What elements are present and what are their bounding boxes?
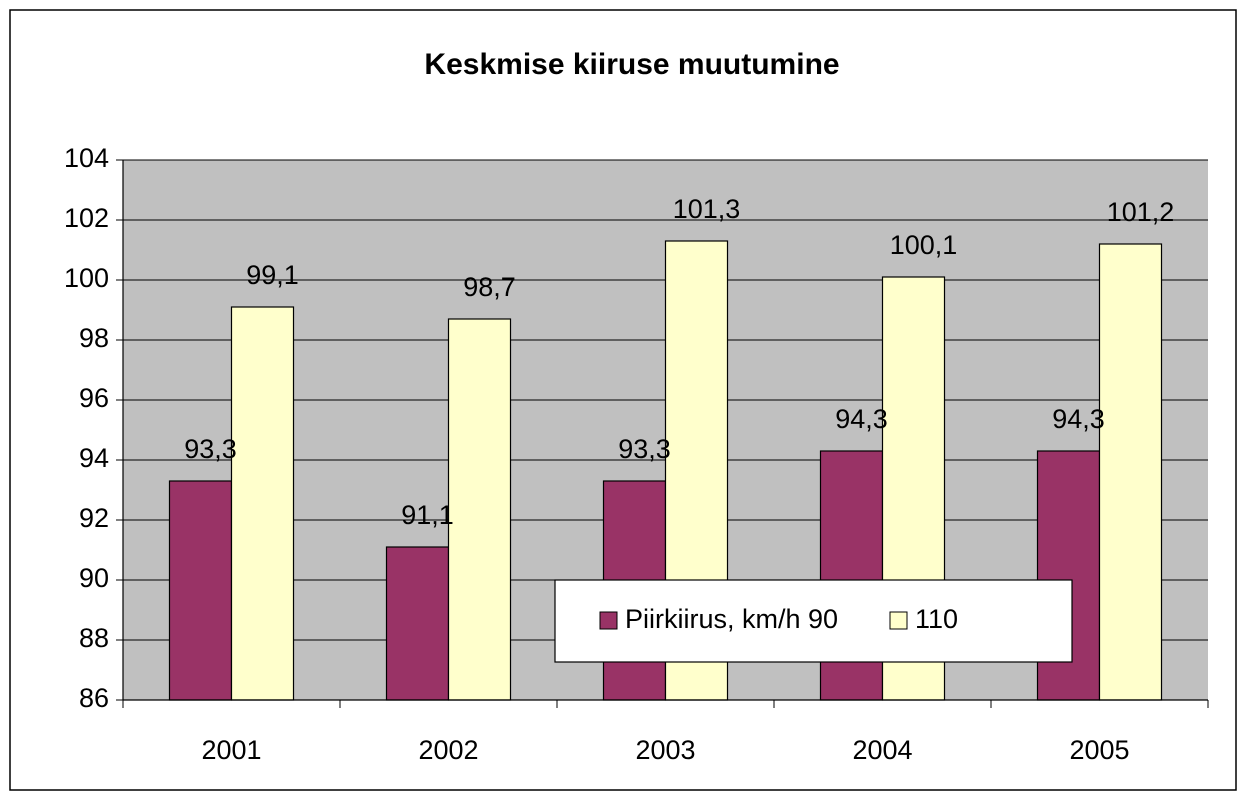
x-tick-label: 2004 <box>852 735 912 765</box>
y-tick-label: 86 <box>79 683 109 713</box>
data-label: 93,3 <box>618 434 671 464</box>
y-tick-label: 96 <box>79 383 109 413</box>
bar <box>230 306 295 701</box>
data-label: 101,3 <box>673 194 741 224</box>
y-tick-label: 98 <box>79 323 109 353</box>
data-label: 101,2 <box>1107 197 1175 227</box>
legend-swatch <box>599 611 618 630</box>
y-tick-label: 90 <box>79 563 109 593</box>
legend-swatch <box>889 611 908 630</box>
bar <box>385 546 450 701</box>
bar <box>1036 450 1101 701</box>
bar <box>168 480 233 701</box>
chart-title: Keskmise kiiruse muutumine <box>424 48 839 81</box>
legend-label: 110 <box>915 604 958 634</box>
data-label: 94,3 <box>1052 404 1105 434</box>
data-label: 91,1 <box>401 500 454 530</box>
y-tick-label: 100 <box>64 263 109 293</box>
x-tick-label: 2003 <box>635 735 695 765</box>
legend-label: Piirkiirus, km/h 90 <box>625 604 838 634</box>
data-label: 100,1 <box>890 230 958 260</box>
data-label: 99,1 <box>246 260 299 290</box>
data-label: 94,3 <box>835 404 888 434</box>
y-tick-label: 104 <box>64 143 109 173</box>
y-tick-label: 94 <box>79 443 109 473</box>
x-tick-label: 2001 <box>201 735 261 765</box>
bar <box>447 318 512 701</box>
y-tick-label: 92 <box>79 503 109 533</box>
x-tick-label: 2005 <box>1069 735 1129 765</box>
y-tick-label: 102 <box>64 203 109 233</box>
bar <box>1098 243 1163 701</box>
data-label: 93,3 <box>184 434 237 464</box>
data-label: 98,7 <box>463 272 516 302</box>
y-tick-label: 88 <box>79 623 109 653</box>
bar <box>819 450 884 701</box>
x-tick-label: 2002 <box>418 735 478 765</box>
legend-box <box>554 579 1073 663</box>
